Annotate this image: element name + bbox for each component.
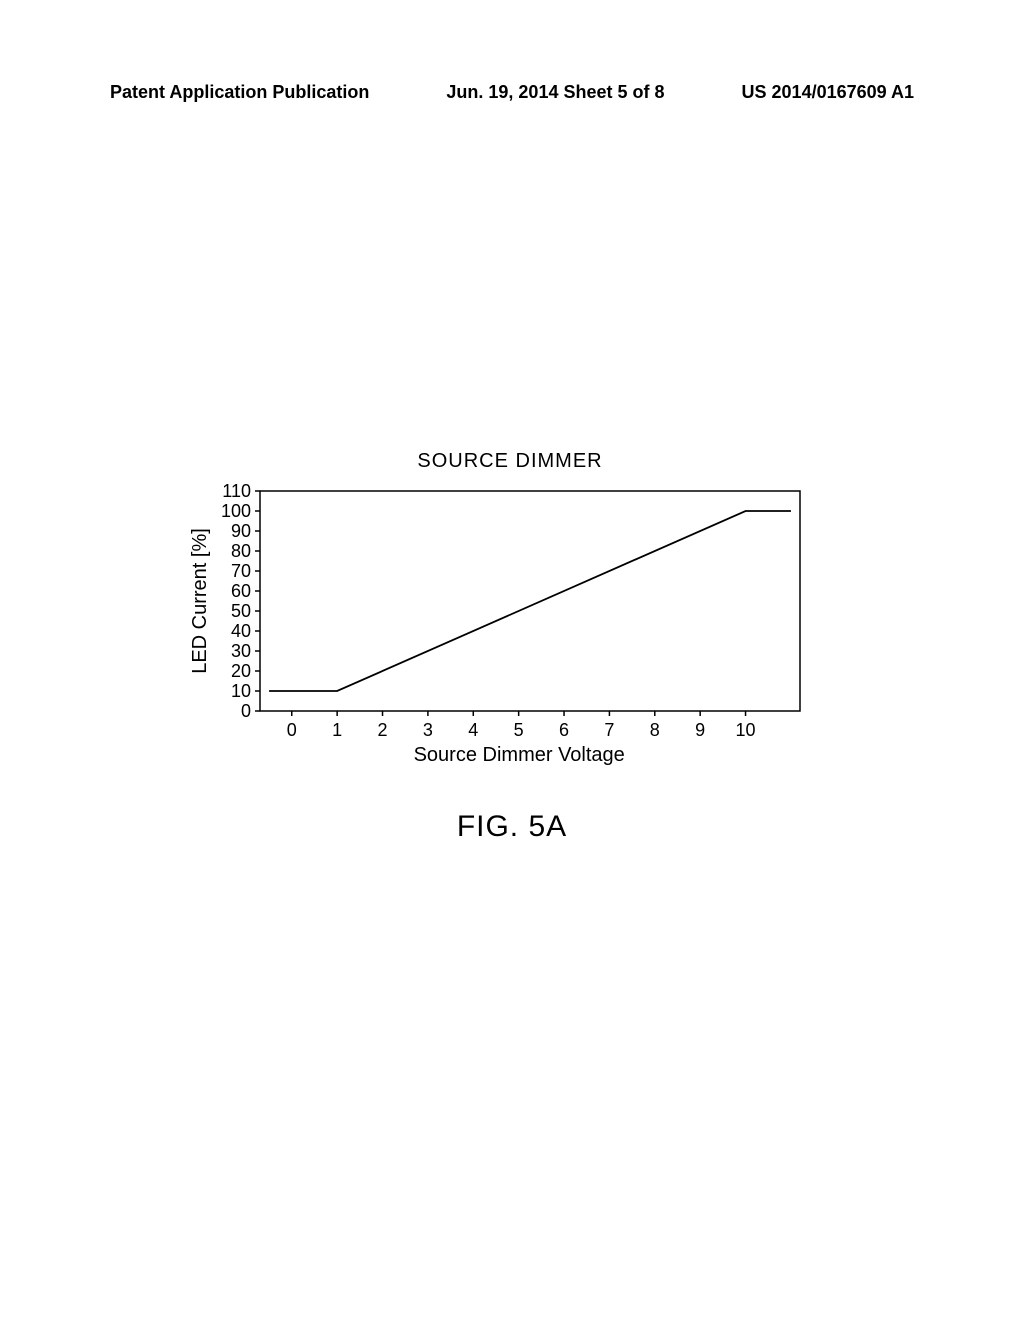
header-center: Jun. 19, 2014 Sheet 5 of 8 bbox=[446, 82, 664, 103]
chart-title: SOURCE DIMMER bbox=[190, 450, 830, 473]
svg-text:5: 5 bbox=[514, 720, 524, 740]
svg-text:3: 3 bbox=[423, 720, 433, 740]
header-right: US 2014/0167609 A1 bbox=[742, 82, 914, 103]
svg-text:20: 20 bbox=[231, 661, 251, 681]
svg-text:70: 70 bbox=[231, 561, 251, 581]
svg-text:60: 60 bbox=[231, 581, 251, 601]
patent-header: Patent Application Publication Jun. 19, … bbox=[0, 82, 1024, 103]
svg-text:100: 100 bbox=[221, 501, 251, 521]
svg-text:90: 90 bbox=[231, 521, 251, 541]
svg-text:9: 9 bbox=[695, 720, 705, 740]
svg-text:LED Current [%]: LED Current [%] bbox=[190, 528, 211, 674]
svg-text:Source Dimmer Voltage: Source Dimmer Voltage bbox=[414, 744, 625, 766]
svg-text:30: 30 bbox=[231, 641, 251, 661]
svg-text:40: 40 bbox=[231, 621, 251, 641]
svg-text:10: 10 bbox=[231, 681, 251, 701]
svg-text:1: 1 bbox=[332, 720, 342, 740]
header-left: Patent Application Publication bbox=[110, 82, 369, 103]
svg-text:2: 2 bbox=[378, 720, 388, 740]
svg-text:0: 0 bbox=[287, 720, 297, 740]
svg-text:8: 8 bbox=[650, 720, 660, 740]
svg-text:6: 6 bbox=[559, 720, 569, 740]
figure-label: FIG. 5A bbox=[0, 810, 1024, 844]
chart-container: SOURCE DIMMER 01020304050607080901001100… bbox=[190, 450, 830, 790]
svg-text:50: 50 bbox=[231, 601, 251, 621]
svg-text:0: 0 bbox=[241, 701, 251, 721]
svg-text:7: 7 bbox=[604, 720, 614, 740]
svg-text:110: 110 bbox=[222, 481, 251, 501]
svg-text:4: 4 bbox=[468, 720, 478, 740]
line-chart: 0102030405060708090100110012345678910Sou… bbox=[190, 481, 830, 781]
svg-text:80: 80 bbox=[231, 541, 251, 561]
svg-text:10: 10 bbox=[736, 720, 756, 740]
